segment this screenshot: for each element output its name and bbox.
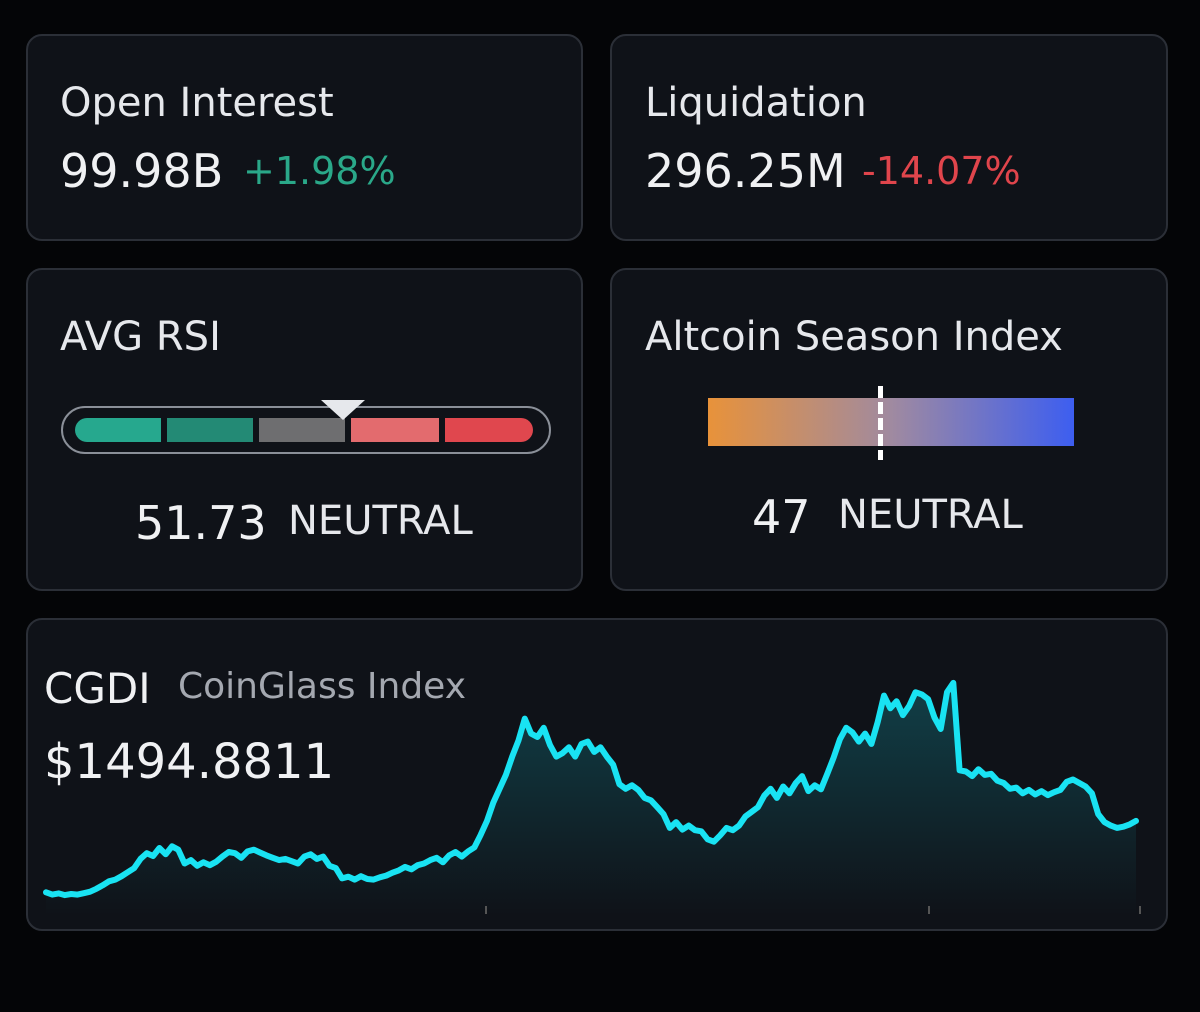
avg-rsi-card[interactable]: AVG RSI 51.73 NEUTRAL [26,268,583,591]
avg-rsi-value: 51.73 [135,496,267,550]
rsi-pointer-icon [321,400,366,420]
altcoin-season-value: 47 [752,490,811,544]
rsi-segment-oversold [75,418,161,442]
rsi-gauge-track [61,406,551,454]
open-interest-card[interactable]: Open Interest 99.98B +1.98% [26,34,583,241]
rsi-segment-strong [351,418,439,442]
open-interest-value: 99.98B [60,144,224,198]
altcoin-season-card[interactable]: Altcoin Season Index 47 NEUTRAL [610,268,1168,591]
liquidation-change: -14.07% [862,149,1021,193]
altcoin-season-marker [878,386,884,460]
avg-rsi-title: AVG RSI [60,314,221,360]
liquidation-value: 296.25M [645,144,846,198]
altcoin-season-bar [708,398,1074,446]
avg-rsi-status: NEUTRAL [288,498,473,544]
altcoin-season-title: Altcoin Season Index [645,314,1063,360]
open-interest-title: Open Interest [60,80,334,126]
rsi-segment-neutral [259,418,345,442]
rsi-segment-weak [167,418,253,442]
cgdi-line [43,679,1139,899]
liquidation-title: Liquidation [645,80,867,126]
open-interest-change: +1.98% [243,149,396,193]
cgdi-chart [43,679,1141,916]
cgdi-area [46,682,1136,916]
cgdi-name: CoinGlass Index [178,666,466,707]
altcoin-season-status: NEUTRAL [838,492,1023,538]
cgdi-price: $1494.8811 [44,734,335,790]
cgdi-ticker: CGDI [44,664,151,713]
rsi-segment-overbought [445,418,533,442]
cgdi-card[interactable]: CGDI CoinGlass Index $1494.8811 [26,618,1168,931]
liquidation-card[interactable]: Liquidation 296.25M -14.07% [610,34,1168,241]
